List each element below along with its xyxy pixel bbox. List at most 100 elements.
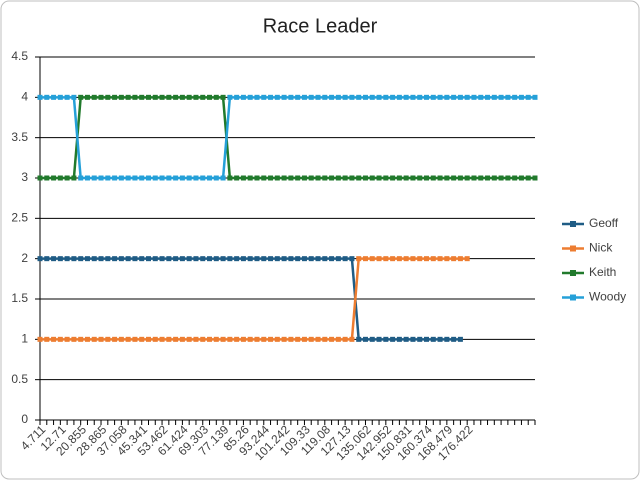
legend-label: Geoff [589,216,619,230]
point-marker [78,336,84,342]
point-marker [220,256,226,262]
point-marker [200,336,206,342]
point-marker [417,256,423,262]
point-marker [315,94,321,100]
point-marker [356,256,362,262]
point-marker [295,256,301,262]
point-marker [64,94,70,100]
point-marker [179,175,185,181]
point-marker [213,175,219,181]
point-marker [71,336,77,342]
point-marker [410,336,416,342]
y-tick-label: 4.5 [11,49,28,63]
point-marker [329,336,335,342]
point-marker [485,175,491,181]
point-marker [227,175,233,181]
point-marker [118,336,124,342]
point-marker [193,175,199,181]
point-marker [505,94,511,100]
point-marker [342,256,348,262]
legend-marker [570,221,576,227]
point-marker [491,175,497,181]
point-marker [369,175,375,181]
point-marker [132,256,138,262]
point-marker [179,94,185,100]
point-marker [376,336,382,342]
point-marker [457,94,463,100]
point-marker [125,336,131,342]
point-marker [403,175,409,181]
point-marker [166,94,172,100]
point-marker [335,175,341,181]
point-marker [240,336,246,342]
point-marker [471,175,477,181]
point-marker [132,175,138,181]
point-marker [390,336,396,342]
point-marker [315,256,321,262]
point-marker [112,256,118,262]
point-marker [430,175,436,181]
point-marker [166,175,172,181]
point-marker [268,256,274,262]
point-marker [220,336,226,342]
point-marker [505,175,511,181]
point-marker [37,175,43,181]
point-marker [342,94,348,100]
point-marker [451,94,457,100]
point-marker [125,256,131,262]
point-marker [91,175,97,181]
point-marker [301,175,307,181]
point-marker [430,94,436,100]
point-marker [139,175,145,181]
point-marker [274,256,280,262]
y-tick-label: 2.5 [11,211,28,225]
point-marker [356,94,362,100]
point-marker [410,175,416,181]
point-marker [295,94,301,100]
point-marker [240,256,246,262]
point-marker [362,336,368,342]
point-marker [193,94,199,100]
point-marker [207,256,213,262]
point-marker [268,175,274,181]
point-marker [44,336,50,342]
point-marker [315,336,321,342]
point-marker [274,94,280,100]
point-marker [64,256,70,262]
legend-label: Nick [589,241,613,255]
point-marker [145,175,151,181]
point-marker [383,256,389,262]
point-marker [383,94,389,100]
point-marker [288,336,294,342]
point-marker [98,94,104,100]
point-marker [451,256,457,262]
point-marker [159,256,165,262]
point-marker [213,336,219,342]
point-marker [281,336,287,342]
point-marker [281,175,287,181]
point-marker [369,94,375,100]
point-marker [179,256,185,262]
point-marker [159,94,165,100]
point-marker [220,175,226,181]
point-marker [118,175,124,181]
point-marker [152,94,158,100]
point-marker [98,256,104,262]
point-marker [349,175,355,181]
point-marker [125,175,131,181]
point-marker [295,175,301,181]
point-marker [254,336,260,342]
point-marker [322,94,328,100]
point-marker [362,256,368,262]
point-marker [417,94,423,100]
point-marker [84,256,90,262]
legend-marker [570,270,576,276]
point-marker [51,94,57,100]
point-marker [417,336,423,342]
point-marker [464,94,470,100]
point-marker [308,256,314,262]
point-marker [71,256,77,262]
point-marker [268,336,274,342]
point-marker [44,256,50,262]
point-marker [145,256,151,262]
